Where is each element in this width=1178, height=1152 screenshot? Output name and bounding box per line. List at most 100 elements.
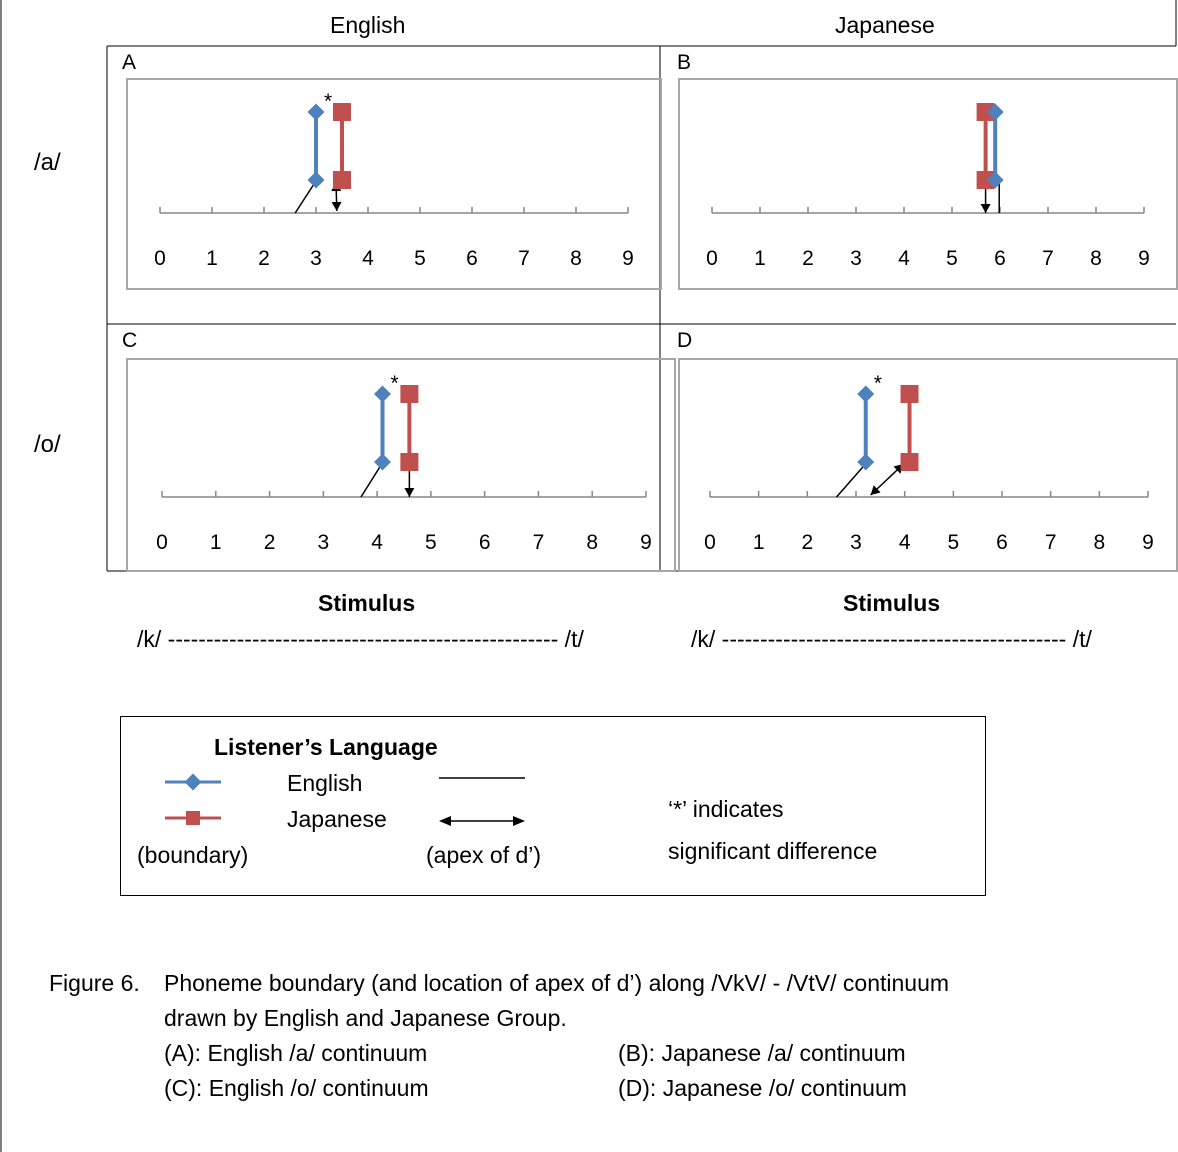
apex-arrow-japanese-d-head-start	[870, 485, 881, 495]
boundary-marker-english-a	[307, 171, 325, 189]
boundary-marker-english-d	[857, 453, 875, 471]
tick-label-d: 4	[899, 531, 911, 554]
legend-japanese-label: Japanese	[287, 806, 387, 832]
tick-label-c: 3	[317, 531, 329, 554]
tick-label-c: 2	[264, 531, 276, 554]
tick-label-b: 8	[1090, 247, 1102, 270]
boundary-marker-japanese-c	[400, 453, 419, 471]
tick-label-d: 6	[996, 531, 1008, 554]
legend-apex-label: (apex of d’)	[426, 842, 542, 868]
tick-label-a: 5	[414, 247, 426, 270]
legend-english-icon	[165, 773, 221, 791]
tick-label-c: 6	[479, 531, 491, 554]
boundary-marker-japanese-a	[333, 103, 351, 121]
boundary-marker-english-b	[986, 171, 1004, 189]
tick-label-a: 9	[622, 247, 634, 270]
boundary-marker-english-c	[374, 453, 391, 471]
caption-item-b: (B): Japanese /a/ continuum	[618, 1040, 906, 1066]
tick-label-a: 0	[154, 247, 166, 270]
boundary-marker-english-a	[307, 103, 325, 121]
tick-label-b: 7	[1042, 247, 1054, 270]
tick-label-b: 9	[1138, 247, 1150, 270]
caption-item-a: (A): English /a/ continuum	[164, 1040, 428, 1066]
tick-label-d: 3	[850, 531, 862, 554]
significance-star-d: *	[874, 372, 882, 395]
tick-label-c: 7	[533, 531, 545, 554]
stimulus-label-english: Stimulus	[318, 590, 416, 616]
caption-label: Figure 6.	[49, 970, 140, 996]
boundary-marker-japanese-d	[900, 385, 919, 403]
legend-title: Listener’s Language	[214, 734, 438, 760]
legend-plain-line-icon	[439, 777, 525, 779]
legend-note-line2: significant difference	[668, 838, 878, 864]
boundary-marker-english-d	[857, 385, 875, 403]
plot-frame-a	[126, 78, 662, 290]
plot-frame-c	[126, 358, 676, 572]
continuum-axis-japanese: /k/ ------------------------------------…	[691, 626, 1092, 652]
apex-arrow-japanese-a-head-start	[331, 201, 342, 211]
panel-letter-c: C	[122, 329, 138, 352]
tick-label-d: 0	[704, 531, 716, 554]
tick-label-a: 4	[362, 247, 374, 270]
caption-line1: Phoneme boundary (and location of apex o…	[164, 970, 950, 996]
apex-line-english-a	[294, 183, 315, 214]
tick-label-b: 2	[802, 247, 814, 270]
legend-note-line1: ‘*’ indicates	[668, 796, 784, 822]
tick-label-a: 2	[258, 247, 270, 270]
stimulus-label-japanese: Stimulus	[843, 590, 941, 616]
tick-label-a: 3	[310, 247, 322, 270]
legend-english-label: English	[287, 770, 363, 796]
row-label-o: /o/	[34, 431, 61, 458]
apex-line-english-c	[360, 465, 382, 498]
legend-box	[120, 716, 986, 896]
tick-label-a: 8	[570, 247, 582, 270]
tick-label-a: 6	[466, 247, 478, 270]
tick-label-b: 1	[754, 247, 766, 270]
tick-label-d: 1	[753, 531, 765, 554]
tick-label-c: 0	[156, 531, 168, 554]
panel-letter-b: B	[677, 51, 692, 74]
apex-arrow-japanese-b-head-start	[980, 204, 991, 213]
boundary-marker-japanese-a	[333, 171, 351, 189]
tick-label-c: 5	[425, 531, 437, 554]
tick-label-c: 4	[371, 531, 383, 554]
apex-line-english-d	[835, 465, 865, 498]
panel-letter-a: A	[122, 51, 137, 74]
caption-item-d: (D): Japanese /o/ continuum	[618, 1075, 907, 1101]
caption-item-c: (C): English /o/ continuum	[164, 1075, 429, 1101]
tick-label-b: 5	[946, 247, 958, 270]
legend-boundary-label: (boundary)	[137, 842, 249, 868]
legend-japanese-icon	[165, 811, 221, 825]
significance-star-c: *	[390, 372, 398, 395]
legend-double-arrow-icon	[439, 816, 525, 826]
boundary-marker-japanese-b	[976, 171, 995, 189]
column-header-english: English	[330, 12, 406, 38]
boundary-marker-english-b	[986, 103, 1004, 121]
tick-label-a: 1	[206, 247, 218, 270]
boundary-marker-english-c	[374, 385, 391, 403]
tick-label-a: 7	[518, 247, 530, 270]
boundary-marker-japanese-d	[900, 453, 919, 471]
tick-label-b: 4	[898, 247, 910, 270]
tick-label-c: 1	[210, 531, 222, 554]
panel-letter-d: D	[677, 329, 693, 352]
tick-label-c: 8	[586, 531, 598, 554]
tick-label-d: 8	[1093, 531, 1105, 554]
apex-arrow-japanese-c-head-start	[404, 488, 415, 497]
caption-line2: drawn by English and Japanese Group.	[164, 1005, 567, 1031]
tick-label-d: 2	[801, 531, 813, 554]
boundary-marker-japanese-b	[976, 103, 995, 121]
plot-frame-b	[678, 78, 1178, 290]
boundary-marker-japanese-c	[400, 385, 419, 403]
tick-label-b: 6	[994, 247, 1006, 270]
row-label-a: /a/	[34, 149, 61, 176]
tick-label-d: 9	[1142, 531, 1154, 554]
tick-label-c: 9	[640, 531, 652, 554]
tick-label-b: 3	[850, 247, 862, 270]
column-header-japanese: Japanese	[835, 12, 935, 38]
tick-label-b: 0	[706, 247, 718, 270]
plot-frame-d	[678, 358, 1178, 572]
tick-label-d: 5	[947, 531, 959, 554]
continuum-axis-english: /k/ ------------------------------------…	[137, 626, 584, 652]
